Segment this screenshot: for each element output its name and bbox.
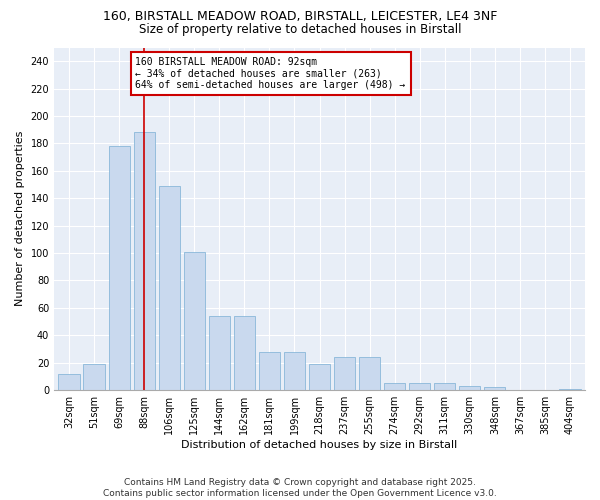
Bar bbox=[384, 383, 406, 390]
Y-axis label: Number of detached properties: Number of detached properties bbox=[15, 131, 25, 306]
Text: 160 BIRSTALL MEADOW ROAD: 92sqm
← 34% of detached houses are smaller (263)
64% o: 160 BIRSTALL MEADOW ROAD: 92sqm ← 34% of… bbox=[136, 57, 406, 90]
Bar bbox=[184, 252, 205, 390]
Bar bbox=[209, 316, 230, 390]
Bar bbox=[309, 364, 330, 390]
Bar bbox=[158, 186, 180, 390]
Bar bbox=[109, 146, 130, 390]
Bar bbox=[58, 374, 80, 390]
Text: 160, BIRSTALL MEADOW ROAD, BIRSTALL, LEICESTER, LE4 3NF: 160, BIRSTALL MEADOW ROAD, BIRSTALL, LEI… bbox=[103, 10, 497, 23]
X-axis label: Distribution of detached houses by size in Birstall: Distribution of detached houses by size … bbox=[181, 440, 458, 450]
Bar bbox=[459, 386, 481, 390]
Bar bbox=[284, 352, 305, 390]
Bar bbox=[83, 364, 105, 390]
Bar bbox=[334, 357, 355, 390]
Text: Contains HM Land Registry data © Crown copyright and database right 2025.
Contai: Contains HM Land Registry data © Crown c… bbox=[103, 478, 497, 498]
Bar bbox=[559, 388, 581, 390]
Text: Size of property relative to detached houses in Birstall: Size of property relative to detached ho… bbox=[139, 22, 461, 36]
Bar bbox=[234, 316, 255, 390]
Bar bbox=[409, 383, 430, 390]
Bar bbox=[359, 357, 380, 390]
Bar bbox=[134, 132, 155, 390]
Bar bbox=[434, 383, 455, 390]
Bar bbox=[259, 352, 280, 390]
Bar bbox=[484, 388, 505, 390]
